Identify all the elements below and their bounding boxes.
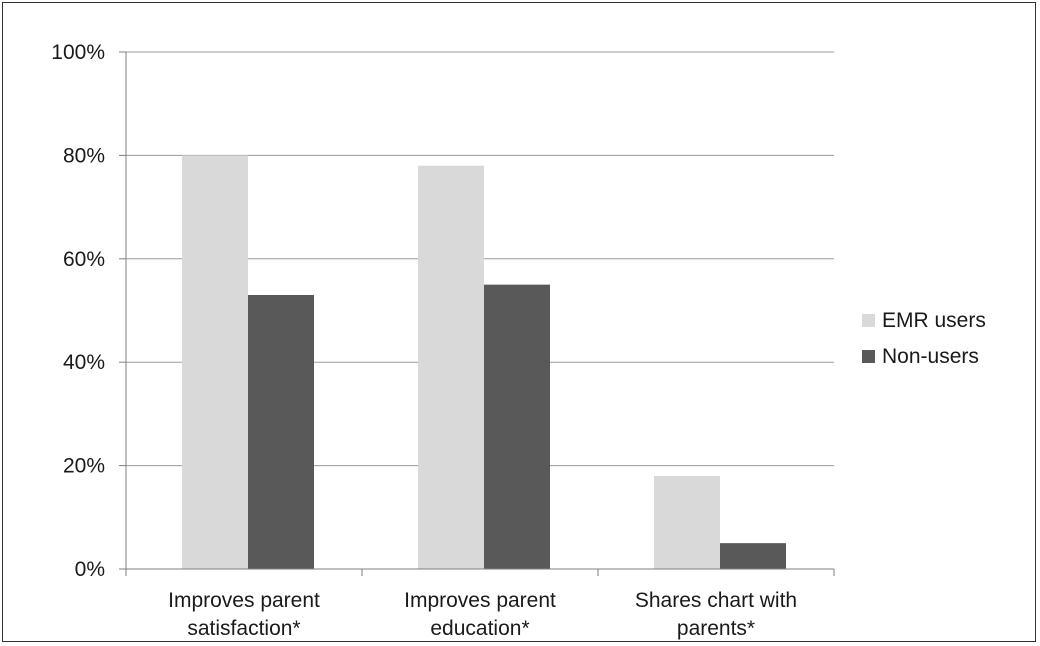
axes <box>119 51 835 576</box>
bar-non-users-0 <box>248 294 314 569</box>
x-category-label: satisfaction* <box>187 617 300 640</box>
legend-swatch <box>862 314 875 327</box>
y-tick-labels: 0% 20% 40% 60% 80% 100% <box>51 41 105 581</box>
bar-emr-users-1 <box>418 165 484 570</box>
bar-emr-users-0 <box>182 155 248 569</box>
x-category-label: parents* <box>677 617 755 640</box>
x-category-labels: Improves parent satisfaction* Improves par… <box>168 589 797 640</box>
bar-non-users-2 <box>720 543 786 569</box>
x-category-label: Shares chart with <box>635 589 797 612</box>
legend-swatch <box>862 350 875 363</box>
y-tick-label: 20% <box>63 455 105 478</box>
x-category-label: Improves parent <box>168 589 320 612</box>
legend-label: EMR users <box>882 309 986 332</box>
legend-label: Non-users <box>882 345 979 368</box>
y-tick-label: 100% <box>51 41 105 64</box>
bar-emr-users-2 <box>654 475 720 569</box>
legend: EMR users Non-users <box>862 309 986 368</box>
y-tick-label: 0% <box>75 558 105 581</box>
x-category-label: education* <box>430 617 529 640</box>
y-tick-label: 40% <box>63 351 105 374</box>
y-tick-label: 80% <box>63 144 105 167</box>
bar-non-users-1 <box>484 284 550 569</box>
y-tick-label: 60% <box>63 248 105 271</box>
x-category-label: Improves parent <box>404 589 556 612</box>
bars <box>182 155 786 570</box>
